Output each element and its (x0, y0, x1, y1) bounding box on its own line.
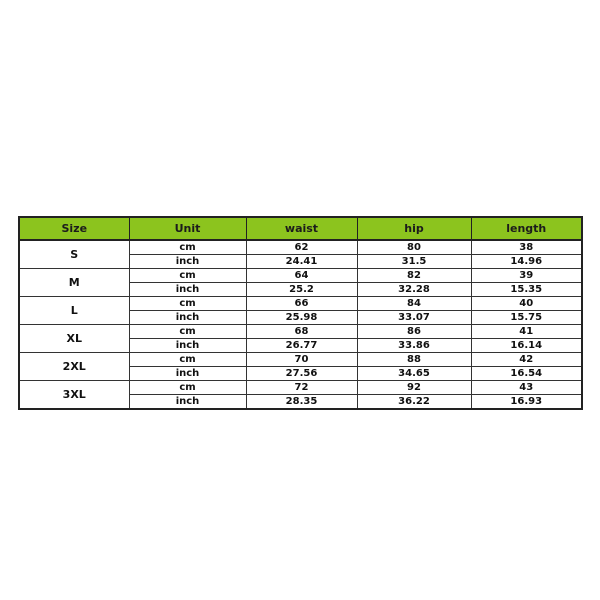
unit-cell: cm (128, 268, 247, 283)
table-row: 3XL cm 72 92 43 (18, 380, 583, 410)
table-row: 2XL cm 70 88 42 (18, 352, 583, 381)
hip-cm-value: 80 (356, 239, 472, 255)
length-cm-value: 40 (470, 296, 583, 311)
size-cell: M (18, 268, 130, 297)
unit-cell: cm (128, 239, 247, 255)
table-row: inch 26.77 33.86 16.14 (19, 338, 583, 353)
hip-inch-value: 33.86 (356, 338, 472, 353)
table-row: L cm 66 84 40 (18, 296, 583, 325)
unit-cell: inch (128, 254, 247, 269)
unit-cell: inch (128, 366, 247, 381)
length-inch-value: 14.96 (470, 254, 583, 269)
waist-cm-value: 64 (245, 268, 358, 283)
unit-cell: cm (128, 380, 247, 395)
hip-inch-value: 32.28 (356, 282, 472, 297)
waist-inch-value: 24.41 (245, 254, 358, 269)
waist-cm-value: 66 (245, 296, 358, 311)
waist-cm-value: 70 (245, 352, 358, 367)
column-header-unit: Unit (128, 216, 247, 241)
waist-inch-value: 27.56 (245, 366, 358, 381)
hip-inch-value: 34.65 (356, 366, 472, 381)
length-inch-value: 16.14 (470, 338, 583, 353)
length-inch-value: 15.75 (470, 310, 583, 325)
column-header-size: Size (18, 216, 130, 241)
header-row: Size Unit waist hip length (18, 216, 583, 241)
length-cm-value: 43 (470, 380, 583, 395)
table-row: inch 25.98 33.07 15.75 (19, 310, 583, 325)
hip-cm-value: 82 (356, 268, 472, 283)
size-chart-container: Size Unit waist hip length S cm 62 80 38 (18, 216, 583, 410)
size-cell: L (18, 296, 130, 325)
unit-cell: cm (128, 296, 247, 311)
hip-cm-value: 92 (356, 380, 472, 395)
table-row: inch 25.2 32.28 15.35 (19, 282, 583, 297)
unit-cell: inch (128, 282, 247, 297)
waist-inch-value: 25.98 (245, 310, 358, 325)
unit-cell: inch (128, 338, 247, 353)
length-inch-value: 16.93 (470, 394, 583, 410)
waist-cm-value: 68 (245, 324, 358, 339)
table-row: inch 28.35 36.22 16.93 (19, 394, 583, 410)
unit-cell: inch (128, 310, 247, 325)
size-cell: S (18, 239, 130, 269)
waist-cm-value: 72 (245, 380, 358, 395)
table-row: M cm 64 82 39 (18, 268, 583, 297)
waist-inch-value: 25.2 (245, 282, 358, 297)
length-cm-value: 42 (470, 352, 583, 367)
hip-inch-value: 33.07 (356, 310, 472, 325)
length-cm-value: 41 (470, 324, 583, 339)
size-cell: XL (18, 324, 130, 353)
table-row: S cm 62 80 38 (18, 239, 583, 269)
waist-inch-value: 28.35 (245, 394, 358, 410)
hip-cm-value: 88 (356, 352, 472, 367)
size-cell: 3XL (18, 380, 130, 410)
size-cell: 2XL (18, 352, 130, 381)
table-row: XL cm 68 86 41 (18, 324, 583, 353)
hip-cm-value: 84 (356, 296, 472, 311)
size-chart-table: Size Unit waist hip length S cm 62 80 38 (18, 216, 583, 410)
length-cm-value: 38 (470, 239, 583, 255)
unit-cell: cm (128, 352, 247, 367)
length-cm-value: 39 (470, 268, 583, 283)
waist-inch-value: 26.77 (245, 338, 358, 353)
length-inch-value: 15.35 (470, 282, 583, 297)
length-inch-value: 16.54 (470, 366, 583, 381)
waist-cm-value: 62 (245, 239, 358, 255)
hip-cm-value: 86 (356, 324, 472, 339)
unit-cell: cm (128, 324, 247, 339)
column-header-length: length (470, 216, 583, 241)
unit-cell: inch (128, 394, 247, 410)
hip-inch-value: 36.22 (356, 394, 472, 410)
column-header-hip: hip (356, 216, 472, 241)
column-header-waist: waist (245, 216, 358, 241)
hip-inch-value: 31.5 (356, 254, 472, 269)
